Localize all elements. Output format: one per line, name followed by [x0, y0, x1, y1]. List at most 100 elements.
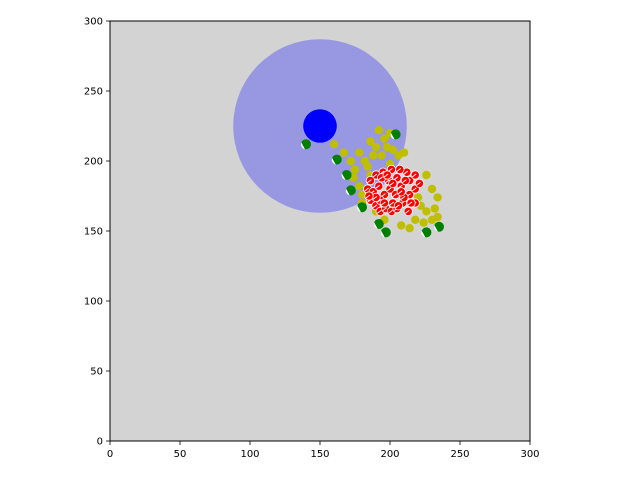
- y-tick-label: 50: [90, 367, 103, 378]
- green-pie-wedge: [300, 142, 305, 150]
- red-dot-mark: [416, 181, 421, 186]
- yellow-dot: [411, 215, 420, 224]
- red-dot-mark: [372, 195, 378, 200]
- red-marker: [395, 164, 405, 174]
- green-pie-wedge: [356, 205, 361, 213]
- yellow-dot: [346, 156, 355, 166]
- red-marker: [379, 198, 389, 208]
- yellow-dot: [377, 151, 386, 160]
- green-pie-marker: [380, 227, 391, 238]
- yellow-dot: [422, 207, 431, 216]
- yellow-dot: [397, 221, 406, 230]
- y-tick-label: 200: [84, 157, 103, 168]
- red-marker: [365, 176, 375, 186]
- green-pie-marker: [373, 219, 384, 229]
- red-dot-mark: [397, 184, 403, 189]
- yellow-dot: [433, 212, 442, 222]
- green-pie-marker: [433, 221, 444, 232]
- red-dot-mark: [389, 201, 395, 206]
- yellow-dot: [388, 145, 397, 154]
- green-pie-wedge: [373, 222, 378, 229]
- red-dot-mark: [365, 194, 371, 199]
- red-dot-mark: [389, 181, 395, 186]
- y-tick-label: 300: [84, 17, 103, 28]
- green-pie-marker: [390, 129, 401, 140]
- red-dot-mark: [400, 195, 406, 200]
- x-tick-label: 300: [520, 449, 539, 460]
- green-pie-wedge: [390, 132, 395, 140]
- x-tick-label: 0: [107, 449, 113, 460]
- yellow-dot: [366, 137, 375, 146]
- red-dot-mark: [411, 187, 417, 192]
- red-dot-mark: [404, 209, 410, 214]
- red-marker: [406, 198, 416, 208]
- green-pie-wedge: [433, 225, 438, 232]
- yellow-dot: [374, 126, 383, 135]
- yellow-dot: [357, 190, 367, 199]
- y-axis: 0 50 100 150 200 250 300: [84, 17, 110, 448]
- red-dot-mark: [376, 209, 382, 214]
- y-tick-label: 0: [97, 437, 103, 448]
- red-dot-mark: [372, 204, 378, 209]
- yellow-dot: [339, 148, 348, 157]
- yellow-dot: [363, 162, 372, 171]
- green-pie-marker: [300, 139, 311, 150]
- red-dot-mark: [392, 193, 397, 198]
- red-dot-mark: [382, 207, 388, 212]
- yellow-dot: [399, 148, 409, 157]
- red-dot-mark: [396, 167, 402, 172]
- red-dot-mark: [367, 179, 372, 184]
- red-marker: [374, 181, 384, 191]
- red-marker: [364, 191, 374, 201]
- yellow-dot: [380, 134, 389, 143]
- agent-circle: [303, 109, 337, 143]
- red-dot-mark: [411, 173, 417, 178]
- yellow-dot: [371, 142, 381, 152]
- red-dot-mark: [397, 190, 403, 195]
- red-dot-mark: [403, 170, 409, 175]
- green-pie-wedge: [380, 230, 385, 238]
- x-tick-label: 100: [240, 449, 259, 460]
- yellow-dot: [419, 218, 428, 227]
- red-dot-mark: [383, 173, 389, 178]
- yellow-dot: [329, 140, 339, 149]
- green-pie-marker: [341, 170, 352, 180]
- red-marker: [414, 178, 424, 188]
- red-dot-mark: [407, 201, 413, 206]
- red-dot-mark: [364, 187, 369, 192]
- red-marker: [400, 176, 410, 186]
- x-axis: 0 50 100 150 200 250 300: [107, 441, 540, 460]
- yellow-dot: [350, 165, 360, 174]
- x-tick-label: 50: [174, 449, 187, 460]
- yellow-dot: [355, 182, 364, 191]
- y-tick-label: 100: [84, 297, 103, 308]
- red-marker: [410, 170, 420, 180]
- yellow-dot: [427, 184, 437, 194]
- y-tick-label: 250: [84, 87, 103, 98]
- red-dot-mark: [378, 176, 383, 181]
- yellow-dot: [369, 151, 378, 160]
- yellow-dot: [433, 193, 442, 202]
- green-pie-wedge: [345, 188, 350, 196]
- yellow-dot: [430, 204, 439, 213]
- yellow-dot: [355, 148, 364, 157]
- green-pie-wedge: [421, 230, 426, 238]
- x-tick-label: 150: [310, 449, 329, 460]
- red-marker: [403, 206, 413, 216]
- green-pie-wedge: [331, 157, 336, 165]
- green-pie-marker: [345, 185, 356, 196]
- green-pie-marker: [331, 154, 342, 165]
- green-pie-marker: [356, 202, 367, 213]
- yellow-dot: [405, 224, 414, 233]
- red-dot-mark: [402, 179, 407, 184]
- x-tick-label: 200: [380, 449, 399, 460]
- plot-content: [233, 39, 444, 238]
- red-dot-mark: [386, 187, 392, 192]
- yellow-dot: [422, 170, 431, 180]
- x-tick-label: 250: [450, 449, 469, 460]
- red-marker: [393, 201, 403, 211]
- red-dot-mark: [372, 173, 378, 178]
- green-pie-wedge: [341, 173, 346, 180]
- red-dot-mark: [395, 204, 400, 209]
